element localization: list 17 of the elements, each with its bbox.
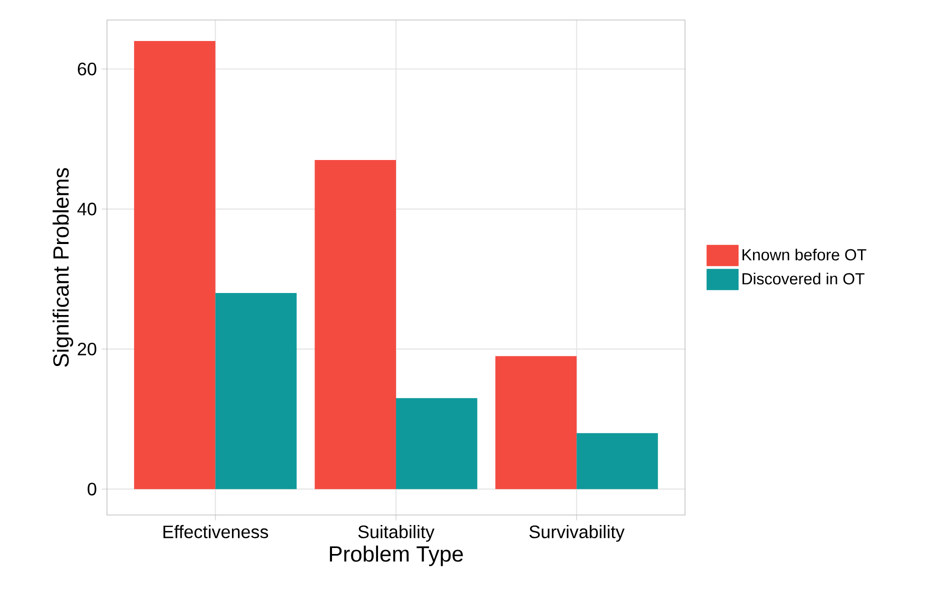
x-tick-label: Survivability	[529, 525, 625, 542]
x-axis-title: Problem Type	[330, 546, 463, 566]
bar	[576, 433, 658, 490]
bar	[314, 160, 396, 490]
y-tick-label: 40	[77, 202, 96, 216]
bar	[396, 398, 478, 490]
y-tick-label: 20	[78, 342, 96, 356]
y-tick-label: 60	[78, 62, 96, 76]
legend-label: Discovered in OT	[742, 272, 864, 284]
bar	[215, 293, 297, 490]
bar	[134, 41, 216, 490]
y-tick-label: 0	[88, 482, 96, 496]
legend-label: Known before OT	[742, 248, 866, 260]
x-tick-label: Effectiveness	[163, 525, 268, 538]
y-axis-title: Significant Problems	[52, 168, 74, 367]
bar	[495, 356, 577, 490]
x-tick-label: Suitability	[358, 525, 434, 542]
